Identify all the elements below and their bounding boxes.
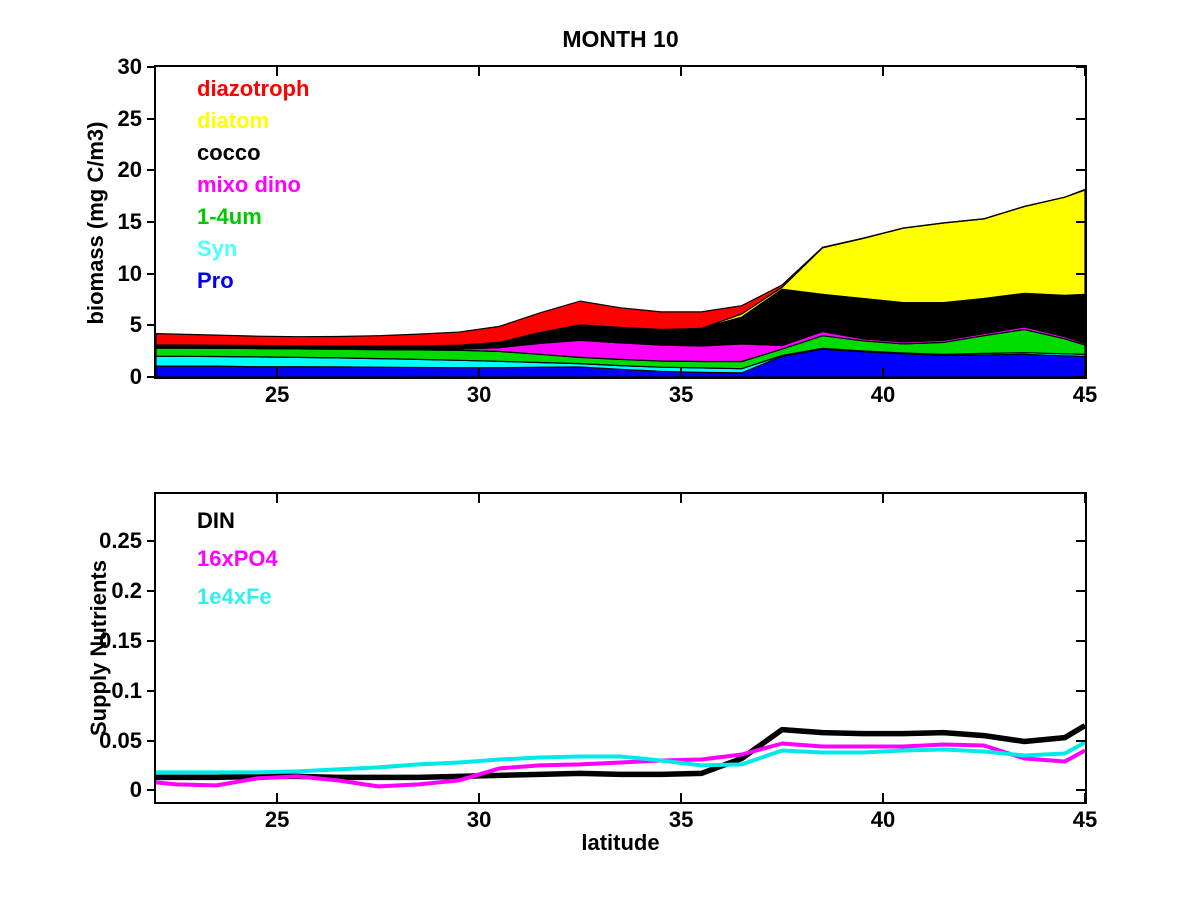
biomass-area-svg [156,188,1085,377]
y-tick-mark [147,789,156,792]
y-tick-label: 15 [117,209,142,234]
x-tick-label: 45 [1072,382,1098,407]
y-tick-label: 0.2 [111,578,142,604]
y-tick-mark [147,739,156,742]
x-tick-mark [276,368,279,377]
y-tick-mark [147,324,156,327]
x-tick-mark [1084,67,1086,76]
y-tick-mark [147,221,156,223]
x-tick-label: 45 [1072,807,1098,832]
legend-item-1e4xFe: 1e4xFe [197,584,272,609]
y-tick-mark [1076,221,1085,223]
x-tick-label: 30 [466,382,492,407]
nutrients-line-plot: DIN 16xPO4 1e4xFe [154,492,1087,804]
biomass-stacked-area-plot: diazotroph diatom cocco mixo dino 1-4um Syn Pr… [154,65,1087,379]
area-diazotroph [156,188,1085,347]
legend-item-diazotroph: diazotroph [197,76,310,101]
legend-item-Syn: Syn [197,236,238,261]
y-tick-mark [1076,590,1085,593]
x-tick-mark [882,67,885,76]
x-tick-mark [478,494,481,503]
y-tick-mark [1076,324,1085,327]
legend-item-diatom: diatom [197,108,270,133]
x-tick-label: 35 [668,807,694,832]
legend-item-Pro: Pro [197,268,234,293]
line-16xPO4 [156,741,1085,789]
legend-item-mixo-dino: mixo dino [197,172,301,197]
y-tick-label: 0.05 [99,727,142,753]
chart-title: MONTH 10 [562,26,679,52]
y-tick-mark [147,272,156,275]
x-tick-mark [478,368,481,377]
y-tick-mark [1076,739,1085,742]
x-tick-mark [276,793,279,802]
y-tick-label: 0 [129,364,142,389]
x-axis-label: latitude [581,830,660,855]
y-tick-mark [147,117,156,120]
y-tick-mark [147,169,156,172]
legend-item-16xPO4: 16xPO4 [197,546,278,571]
y-tick-label: 30 [117,54,142,79]
y-tick-mark [1076,789,1085,792]
y-tick-label: 25 [117,105,142,131]
x-tick-label: 40 [870,807,896,832]
x-tick-mark [680,793,683,802]
line-1e4xFe [156,740,1085,775]
x-tick-label: 25 [264,807,290,832]
y-tick-mark [147,590,156,593]
x-tick-label: 25 [264,382,290,407]
y-tick-mark [1076,376,1085,378]
biomass-legend: diazotroph diatom cocco mixo dino 1-4um Syn Pr… [197,73,309,297]
x-tick-label: 30 [466,807,492,832]
y-tick-mark [1076,639,1085,642]
x-tick-mark [1084,793,1086,802]
x-tick-mark [680,368,683,377]
y-tick-mark [1076,117,1085,120]
x-tick-mark [276,494,279,503]
x-tick-mark [882,793,885,802]
y-tick-mark [147,376,156,378]
legend-item-1-4um: 1-4um [197,204,262,229]
legend-item-cocco: cocco [197,140,261,165]
nutrients-line-svg [156,723,1085,789]
y-tick-mark [147,689,156,692]
y-tick-label: 10 [117,260,142,286]
nutrients-legend: DIN 16xPO4 1e4xFe [197,502,278,616]
x-tick-mark [882,368,885,377]
y-tick-label: 5 [129,312,142,338]
y-tick-mark [147,639,156,642]
y-tick-mark [1076,169,1085,172]
y-tick-mark [1076,66,1085,68]
x-tick-mark [680,67,683,76]
legend-item-DIN: DIN [197,508,235,533]
y-tick-label: 20 [117,157,142,183]
x-tick-mark [478,67,481,76]
x-tick-mark [478,793,481,802]
y-tick-mark [1076,540,1085,543]
y-tick-mark [1076,272,1085,275]
x-tick-mark [1084,368,1086,377]
y-tick-mark [1076,689,1085,692]
x-tick-mark [276,67,279,76]
y-tick-label: 0.15 [99,627,142,653]
y-tick-mark [147,66,156,68]
x-tick-mark [882,494,885,503]
x-tick-label: 40 [870,382,896,407]
x-tick-label: 35 [668,382,694,407]
x-tick-mark [1084,494,1086,503]
y-tick-label: 0.25 [99,528,142,554]
y-tick-label: 0 [129,777,142,803]
y-tick-mark [147,540,156,543]
x-tick-mark [680,494,683,503]
y-tick-label: 0.1 [111,677,142,703]
